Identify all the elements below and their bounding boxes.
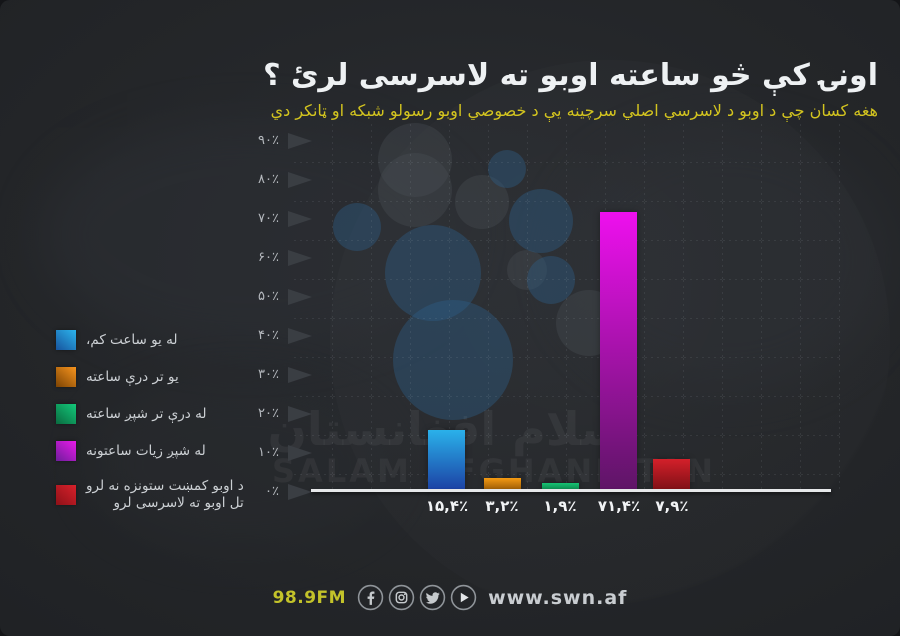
legend-label: له يو ساعت کم،	[86, 331, 178, 348]
arrow-right-icon	[288, 405, 312, 422]
legend-item: له درې تر شپږ ساعته	[56, 404, 244, 424]
y-tick: ۳۰٪	[198, 355, 312, 394]
legend-item: د اوبو کمښت ستونزه نه لرو تل اوبو ته لاس…	[56, 478, 244, 512]
arrow-right-icon	[288, 366, 312, 383]
legend-swatch-green	[56, 404, 76, 424]
y-tick: ۴۰٪	[198, 316, 312, 355]
legend-swatch-orange	[56, 367, 76, 387]
bar-value-label: ۷,۹٪	[655, 497, 689, 515]
x-axis-line	[311, 489, 831, 492]
instagram-icon[interactable]	[388, 584, 415, 611]
page-title: اونۍ کې څو ساعته اوبو ته لاسرسی لرئ ؟	[263, 58, 878, 93]
legend-label: له شپږ زيات ساعتونه	[86, 442, 206, 459]
legend-swatch-magenta	[56, 441, 76, 461]
y-tick-label: ۳۰٪	[258, 367, 279, 382]
y-tick-label: ۷۰٪	[258, 211, 279, 226]
bar-always-have-access	[653, 459, 690, 490]
arrow-right-icon	[288, 249, 312, 266]
arrow-right-icon	[288, 483, 312, 500]
bar-chart	[313, 120, 830, 490]
y-tick: ۷۰٪	[198, 199, 312, 238]
y-tick-label: ۴۰٪	[258, 328, 279, 343]
arrow-right-icon	[288, 288, 312, 305]
twitter-icon[interactable]	[419, 584, 446, 611]
bar-more-than-six-hours	[600, 212, 637, 490]
website-link[interactable]: www.swn.af	[488, 586, 628, 609]
legend-label: يو تر درې ساعته	[86, 368, 179, 385]
facebook-icon[interactable]	[357, 584, 384, 611]
legend-label: د اوبو کمښت ستونزه نه لرو تل اوبو ته لاس…	[86, 478, 244, 511]
arrow-right-icon	[288, 171, 312, 188]
radio-frequency: 98.9FM	[272, 587, 347, 608]
arrow-right-icon	[288, 327, 312, 344]
header: اونۍ کې څو ساعته اوبو ته لاسرسی لرئ ؟ هغ…	[263, 58, 878, 120]
bar-one-to-three-hours	[484, 478, 521, 490]
legend-swatch-blue	[56, 330, 76, 350]
arrow-right-icon	[288, 132, 312, 149]
y-tick: ۲۰٪	[198, 394, 312, 433]
y-tick-label: ۶۰٪	[258, 250, 279, 265]
y-tick: ۱۰٪	[198, 433, 312, 472]
y-tick: ۰٪	[198, 472, 312, 511]
grid-lines	[294, 124, 840, 490]
play-icon[interactable]	[450, 584, 477, 611]
y-tick-label: ۹۰٪	[258, 133, 279, 148]
page-subtitle: هغه کسان چې د اوبو د لاسرسي اصلي سرچينه …	[270, 101, 878, 120]
legend-item: له شپږ زيات ساعتونه	[56, 441, 244, 461]
y-tick: ۹۰٪	[198, 121, 312, 160]
bar-three-to-six-hours	[542, 483, 579, 490]
y-tick-label: ۰٪	[265, 484, 279, 499]
bar-less-than-one-hour	[428, 430, 465, 490]
bar-value-label: ۷۱,۴٪	[597, 497, 641, 515]
y-tick-label: ۵۰٪	[258, 289, 279, 304]
bar-value-label: ۱۵,۴٪	[425, 497, 469, 515]
legend-label: له درې تر شپږ ساعته	[86, 405, 207, 422]
y-tick-label: ۲۰٪	[258, 406, 279, 421]
y-tick: ۸۰٪	[198, 160, 312, 199]
social-icons	[357, 584, 477, 611]
y-axis: ۹۰٪ ۸۰٪ ۷۰٪ ۶۰٪ ۵۰٪ ۴۰٪ ۳۰٪ ۲۰٪ ۱۰٪ ۰٪	[198, 121, 312, 511]
arrow-right-icon	[288, 444, 312, 461]
bar-value-label: ۳,۲٪	[485, 497, 519, 515]
y-tick: ۵۰٪	[198, 277, 312, 316]
legend: له يو ساعت کم، يو تر درې ساعته له درې تر…	[56, 330, 244, 512]
legend-item: يو تر درې ساعته	[56, 367, 244, 387]
legend-item: له يو ساعت کم،	[56, 330, 244, 350]
y-tick-label: ۸۰٪	[258, 172, 279, 187]
legend-swatch-red	[56, 484, 76, 505]
footer: 98.9FM www.swn.af	[0, 584, 900, 611]
bar-value-label: ۱,۹٪	[543, 497, 577, 515]
arrow-right-icon	[288, 210, 312, 227]
y-tick-label: ۱۰٪	[258, 445, 279, 460]
y-tick: ۶۰٪	[198, 238, 312, 277]
